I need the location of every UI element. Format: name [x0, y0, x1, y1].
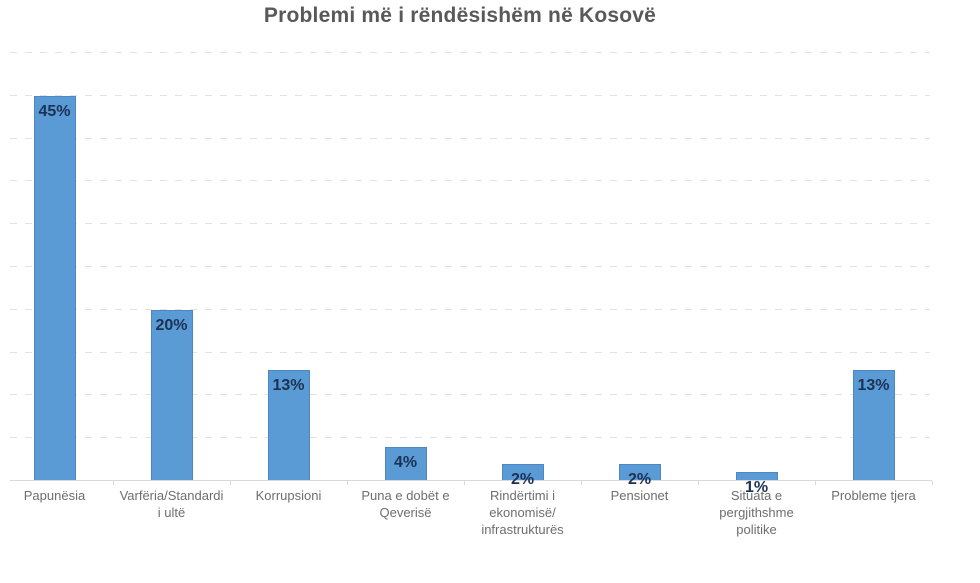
data-label: 45%: [38, 102, 71, 120]
gridline: [10, 137, 930, 139]
bar-column-2: 20%: [113, 53, 230, 481]
category-label-4: Puna e dobët e Qeverisë: [361, 488, 450, 520]
axis-tick: [347, 481, 348, 485]
category-label-6: Pensionet: [610, 488, 669, 503]
axis-tick: [464, 481, 465, 485]
bar: [384, 446, 427, 481]
data-label: 1%: [744, 479, 769, 497]
bar: [267, 369, 310, 481]
bar-column-5: 2%: [464, 53, 581, 488]
gridline: [10, 308, 930, 310]
data-label: 20%: [155, 316, 188, 334]
bar-column-8: 13%: [815, 53, 932, 481]
axis-tick: [932, 481, 933, 485]
category-label-1: Papunësia: [23, 488, 86, 503]
x-axis-line: [10, 480, 932, 481]
category-label-3: Korrupsioni: [255, 488, 322, 503]
axis-tick: [815, 481, 816, 485]
gridline: [10, 180, 930, 182]
gridline: [10, 351, 930, 353]
axis-tick: [113, 481, 114, 485]
gridline: [10, 266, 930, 267]
data-label: 4%: [393, 453, 418, 471]
data-label: 13%: [272, 376, 305, 394]
bar-column-3: 13%: [230, 53, 347, 481]
bar: [33, 95, 76, 481]
bar-column-1: 45%: [0, 53, 113, 481]
gridline: [10, 52, 930, 53]
data-label: 13%: [857, 376, 890, 394]
axis-tick: [581, 481, 582, 485]
x-axis-ticks: [0, 481, 933, 485]
chart-title: Problemi më i rëndësishëm në Kosovë: [263, 4, 657, 27]
gridlines: [10, 52, 930, 481]
bar-columns: 45% 20% 13% 4% 2% 2% 1% 13%: [0, 53, 932, 496]
gridline: [10, 394, 930, 396]
bar: [150, 309, 193, 481]
bar-column-6: 2%: [581, 53, 698, 488]
gridline: [10, 437, 930, 439]
gridline: [10, 223, 930, 225]
plot-area: 45% 20% 13% 4% 2% 2% 1% 13%: [0, 52, 932, 496]
category-label-8: Probleme tjera: [831, 488, 916, 503]
data-label: 2%: [627, 470, 652, 488]
data-label: 2%: [510, 470, 535, 488]
bar: [852, 369, 895, 481]
bar-column-4: 4%: [347, 53, 464, 481]
category-labels: Papunësia Varfëria/Standardi i ultë Korrup…: [0, 487, 932, 538]
category-label-7: Situata e pergjithshme politike: [719, 488, 794, 537]
gridline: [10, 94, 930, 96]
axis-tick: [698, 481, 699, 485]
bar-column-7: 1%: [698, 53, 815, 496]
category-label-2: Varfëria/Standardi i ultë: [119, 488, 224, 520]
category-label-5: Rindërtimi i ekonomisë/ infrastrukturës: [481, 488, 564, 537]
axis-tick: [230, 481, 231, 485]
